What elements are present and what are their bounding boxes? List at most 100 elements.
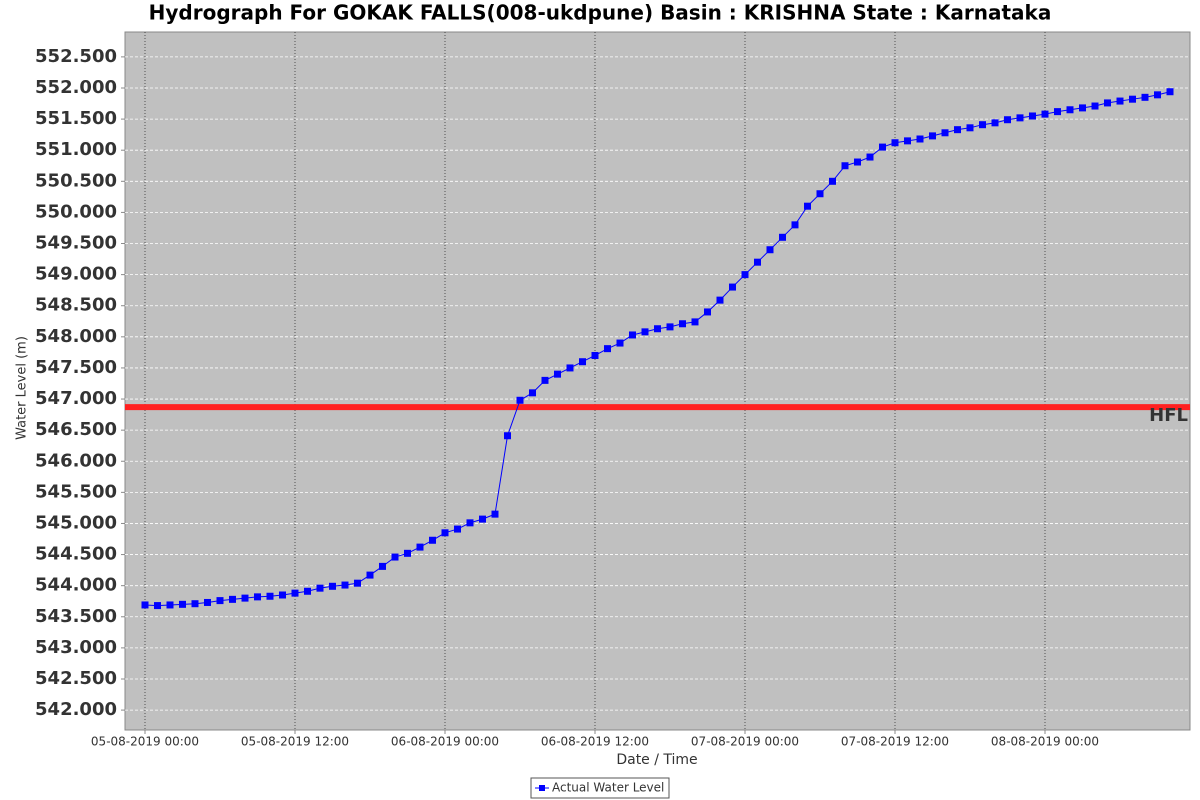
data-point: [266, 592, 274, 600]
data-point: [566, 364, 574, 372]
data-point: [904, 137, 911, 145]
data-point: [641, 328, 649, 336]
data-point: [1104, 99, 1111, 107]
data-point: [529, 389, 536, 397]
x-tick-label: 05-08-2019 00:00: [91, 735, 199, 749]
data-point: [829, 177, 836, 185]
data-point: [891, 139, 899, 147]
data-point: [341, 581, 349, 589]
data-point: [666, 323, 674, 331]
data-point: [916, 135, 924, 143]
data-point: [204, 598, 211, 606]
y-tick-label: 545.000: [35, 512, 117, 533]
data-point: [1141, 93, 1149, 101]
data-point: [179, 600, 186, 608]
data-point: [929, 132, 936, 140]
y-tick-label: 551.500: [35, 108, 117, 129]
data-point: [191, 600, 199, 608]
data-point: [329, 582, 336, 590]
data-point: [379, 562, 386, 570]
data-point: [679, 320, 686, 328]
y-tick-label: 543.000: [35, 637, 117, 658]
data-point: [654, 325, 661, 333]
y-tick-label: 544.500: [35, 544, 117, 565]
data-point: [416, 543, 424, 551]
x-tick-label: 08-08-2019 00:00: [991, 735, 1099, 749]
data-point: [716, 296, 724, 304]
data-point: [766, 246, 774, 254]
data-point: [691, 318, 699, 326]
data-point: [629, 331, 636, 339]
data-point: [1154, 91, 1161, 99]
data-point: [391, 553, 399, 561]
data-point: [516, 396, 524, 404]
data-point: [141, 601, 149, 609]
y-tick-label: 546.000: [35, 450, 117, 471]
data-point: [966, 124, 974, 132]
data-point: [841, 162, 849, 170]
y-tick-label: 548.500: [35, 295, 117, 316]
y-tick-label: 550.500: [35, 170, 117, 191]
data-point: [454, 525, 461, 533]
data-point: [404, 549, 411, 557]
y-tick-label: 546.500: [35, 419, 117, 440]
data-point: [1129, 95, 1136, 103]
data-point: [579, 358, 586, 366]
data-point: [279, 591, 286, 599]
x-tick-label: 06-08-2019 12:00: [541, 735, 649, 749]
x-tick-label: 06-08-2019 00:00: [391, 735, 499, 749]
data-point: [1029, 112, 1036, 120]
data-point: [1054, 108, 1061, 116]
data-point: [1166, 88, 1174, 96]
data-point: [741, 271, 749, 279]
y-tick-label: 548.000: [35, 326, 117, 347]
x-axis-label: Date / Time: [616, 752, 697, 768]
data-point: [779, 233, 786, 241]
data-point: [541, 376, 549, 384]
data-point: [554, 370, 561, 378]
data-point: [229, 595, 236, 603]
data-point: [479, 515, 486, 523]
y-tick-label: 549.000: [35, 264, 117, 285]
data-point: [166, 601, 174, 609]
data-point: [954, 126, 961, 134]
data-point: [816, 190, 824, 198]
data-point: [879, 143, 886, 151]
y-tick-label: 551.000: [35, 139, 117, 160]
data-point: [604, 345, 611, 353]
data-point: [316, 584, 324, 592]
data-point: [616, 339, 624, 347]
data-point: [1004, 116, 1011, 124]
data-point: [991, 119, 999, 127]
y-tick-label: 547.500: [35, 357, 117, 378]
y-tick-label: 552.500: [35, 46, 117, 67]
plot-area: [124, 31, 1191, 731]
data-point: [154, 602, 161, 610]
data-point: [704, 308, 711, 316]
data-point: [866, 153, 874, 161]
data-point: [491, 510, 499, 518]
data-point: [754, 258, 761, 266]
y-tick-label: 542.000: [35, 699, 117, 720]
y-tick-label: 542.500: [35, 668, 117, 689]
y-tick-label: 545.500: [35, 481, 117, 502]
data-point: [1041, 110, 1049, 118]
x-tick-label: 05-08-2019 12:00: [241, 735, 349, 749]
reference-label: HFL: [1149, 405, 1188, 426]
legend-box: [530, 777, 670, 799]
x-tick-label: 07-08-2019 12:00: [841, 735, 949, 749]
data-point: [729, 283, 736, 291]
data-point: [504, 432, 511, 440]
data-point: [1016, 114, 1024, 122]
data-point: [466, 519, 474, 527]
data-point: [429, 536, 436, 544]
data-point: [591, 351, 599, 359]
data-point: [791, 221, 799, 229]
data-point: [441, 529, 449, 537]
data-point: [216, 597, 224, 605]
data-point: [254, 593, 261, 601]
y-tick-label: 544.000: [35, 575, 117, 596]
y-tick-label: 552.000: [35, 77, 117, 98]
y-tick-label: 543.500: [35, 606, 117, 627]
